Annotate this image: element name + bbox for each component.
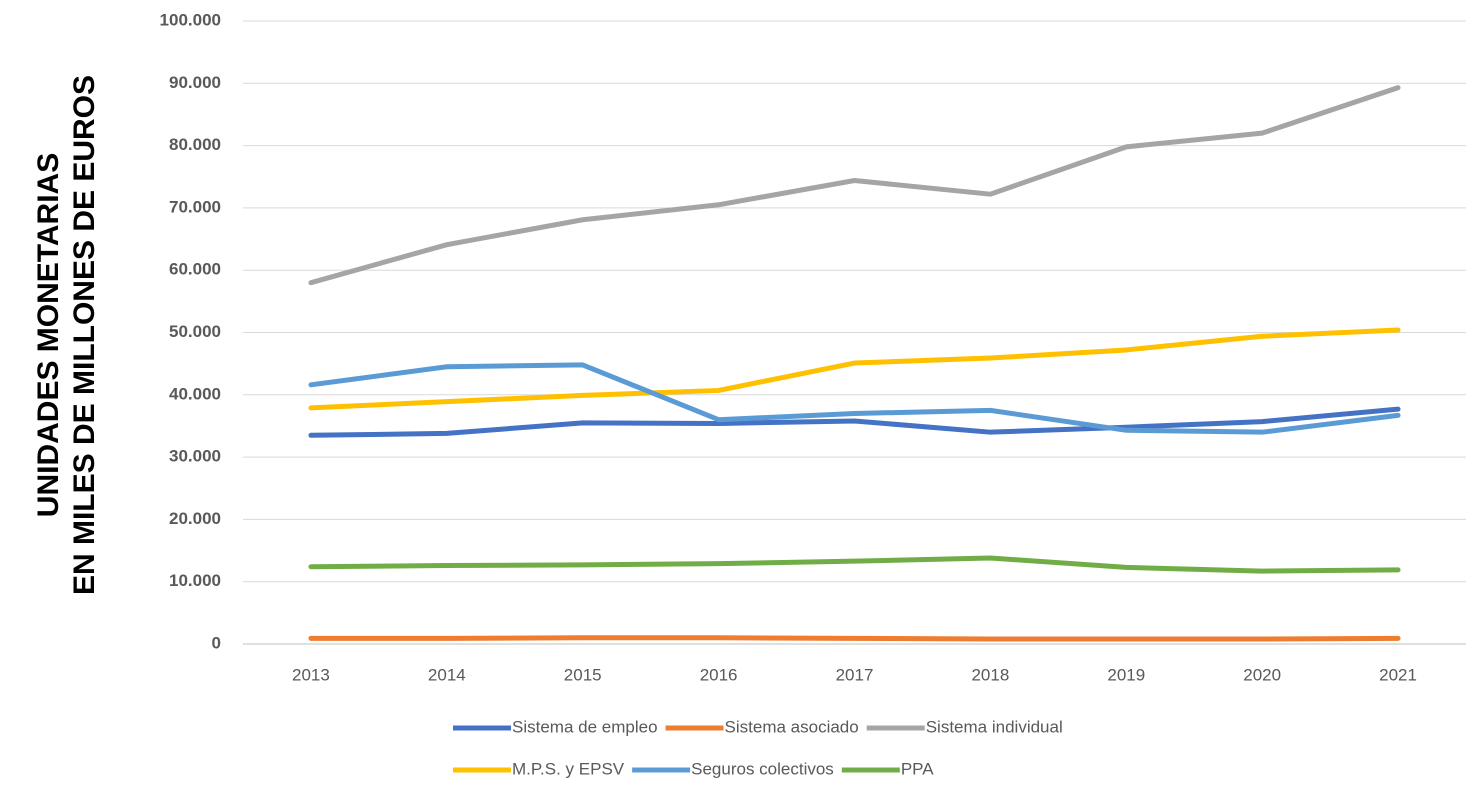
legend-label: Sistema de empleo xyxy=(512,717,658,736)
y-tick-label: 90.000 xyxy=(169,73,221,92)
x-tick-label: 2020 xyxy=(1243,665,1281,684)
y-tick-label: 20.000 xyxy=(169,509,221,528)
series-line xyxy=(308,406,1401,438)
series-line xyxy=(308,327,1401,411)
x-tick-label: 2013 xyxy=(292,665,330,684)
x-tick-label: 2016 xyxy=(700,665,738,684)
legend-label: Sistema individual xyxy=(926,717,1063,736)
legend-label: Sistema asociado xyxy=(725,717,859,736)
y-tick-label: 80.000 xyxy=(169,135,221,154)
x-tick-label: 2014 xyxy=(428,665,466,684)
y-tick-label: 100.000 xyxy=(160,10,221,29)
legend-label: PPA xyxy=(901,759,934,778)
x-tick-label: 2015 xyxy=(564,665,602,684)
series-line xyxy=(308,555,1401,574)
series-line xyxy=(308,362,1401,435)
y-tick-label: 10.000 xyxy=(169,571,221,590)
y-tick-label: 60.000 xyxy=(169,260,221,279)
y-tick-label: 40.000 xyxy=(169,384,221,403)
y-tick-label: 0 xyxy=(212,633,221,652)
y-axis-label: EN MILES DE MILLONES DE EUROS xyxy=(68,75,101,595)
legend-label: M.P.S. y EPSV xyxy=(512,759,625,778)
y-tick-label: 30.000 xyxy=(169,447,221,466)
series-line xyxy=(308,85,1401,286)
y-tick-label: 50.000 xyxy=(169,322,221,341)
x-tick-label: 2019 xyxy=(1107,665,1145,684)
x-tick-label: 2021 xyxy=(1379,665,1417,684)
y-axis-label: UNIDADES MONETARIAS xyxy=(32,153,65,517)
x-tick-label: 2018 xyxy=(971,665,1009,684)
series-line xyxy=(308,635,1401,642)
x-tick-label: 2017 xyxy=(836,665,874,684)
y-tick-label: 70.000 xyxy=(169,197,221,216)
legend-label: Seguros colectivos xyxy=(691,759,834,778)
